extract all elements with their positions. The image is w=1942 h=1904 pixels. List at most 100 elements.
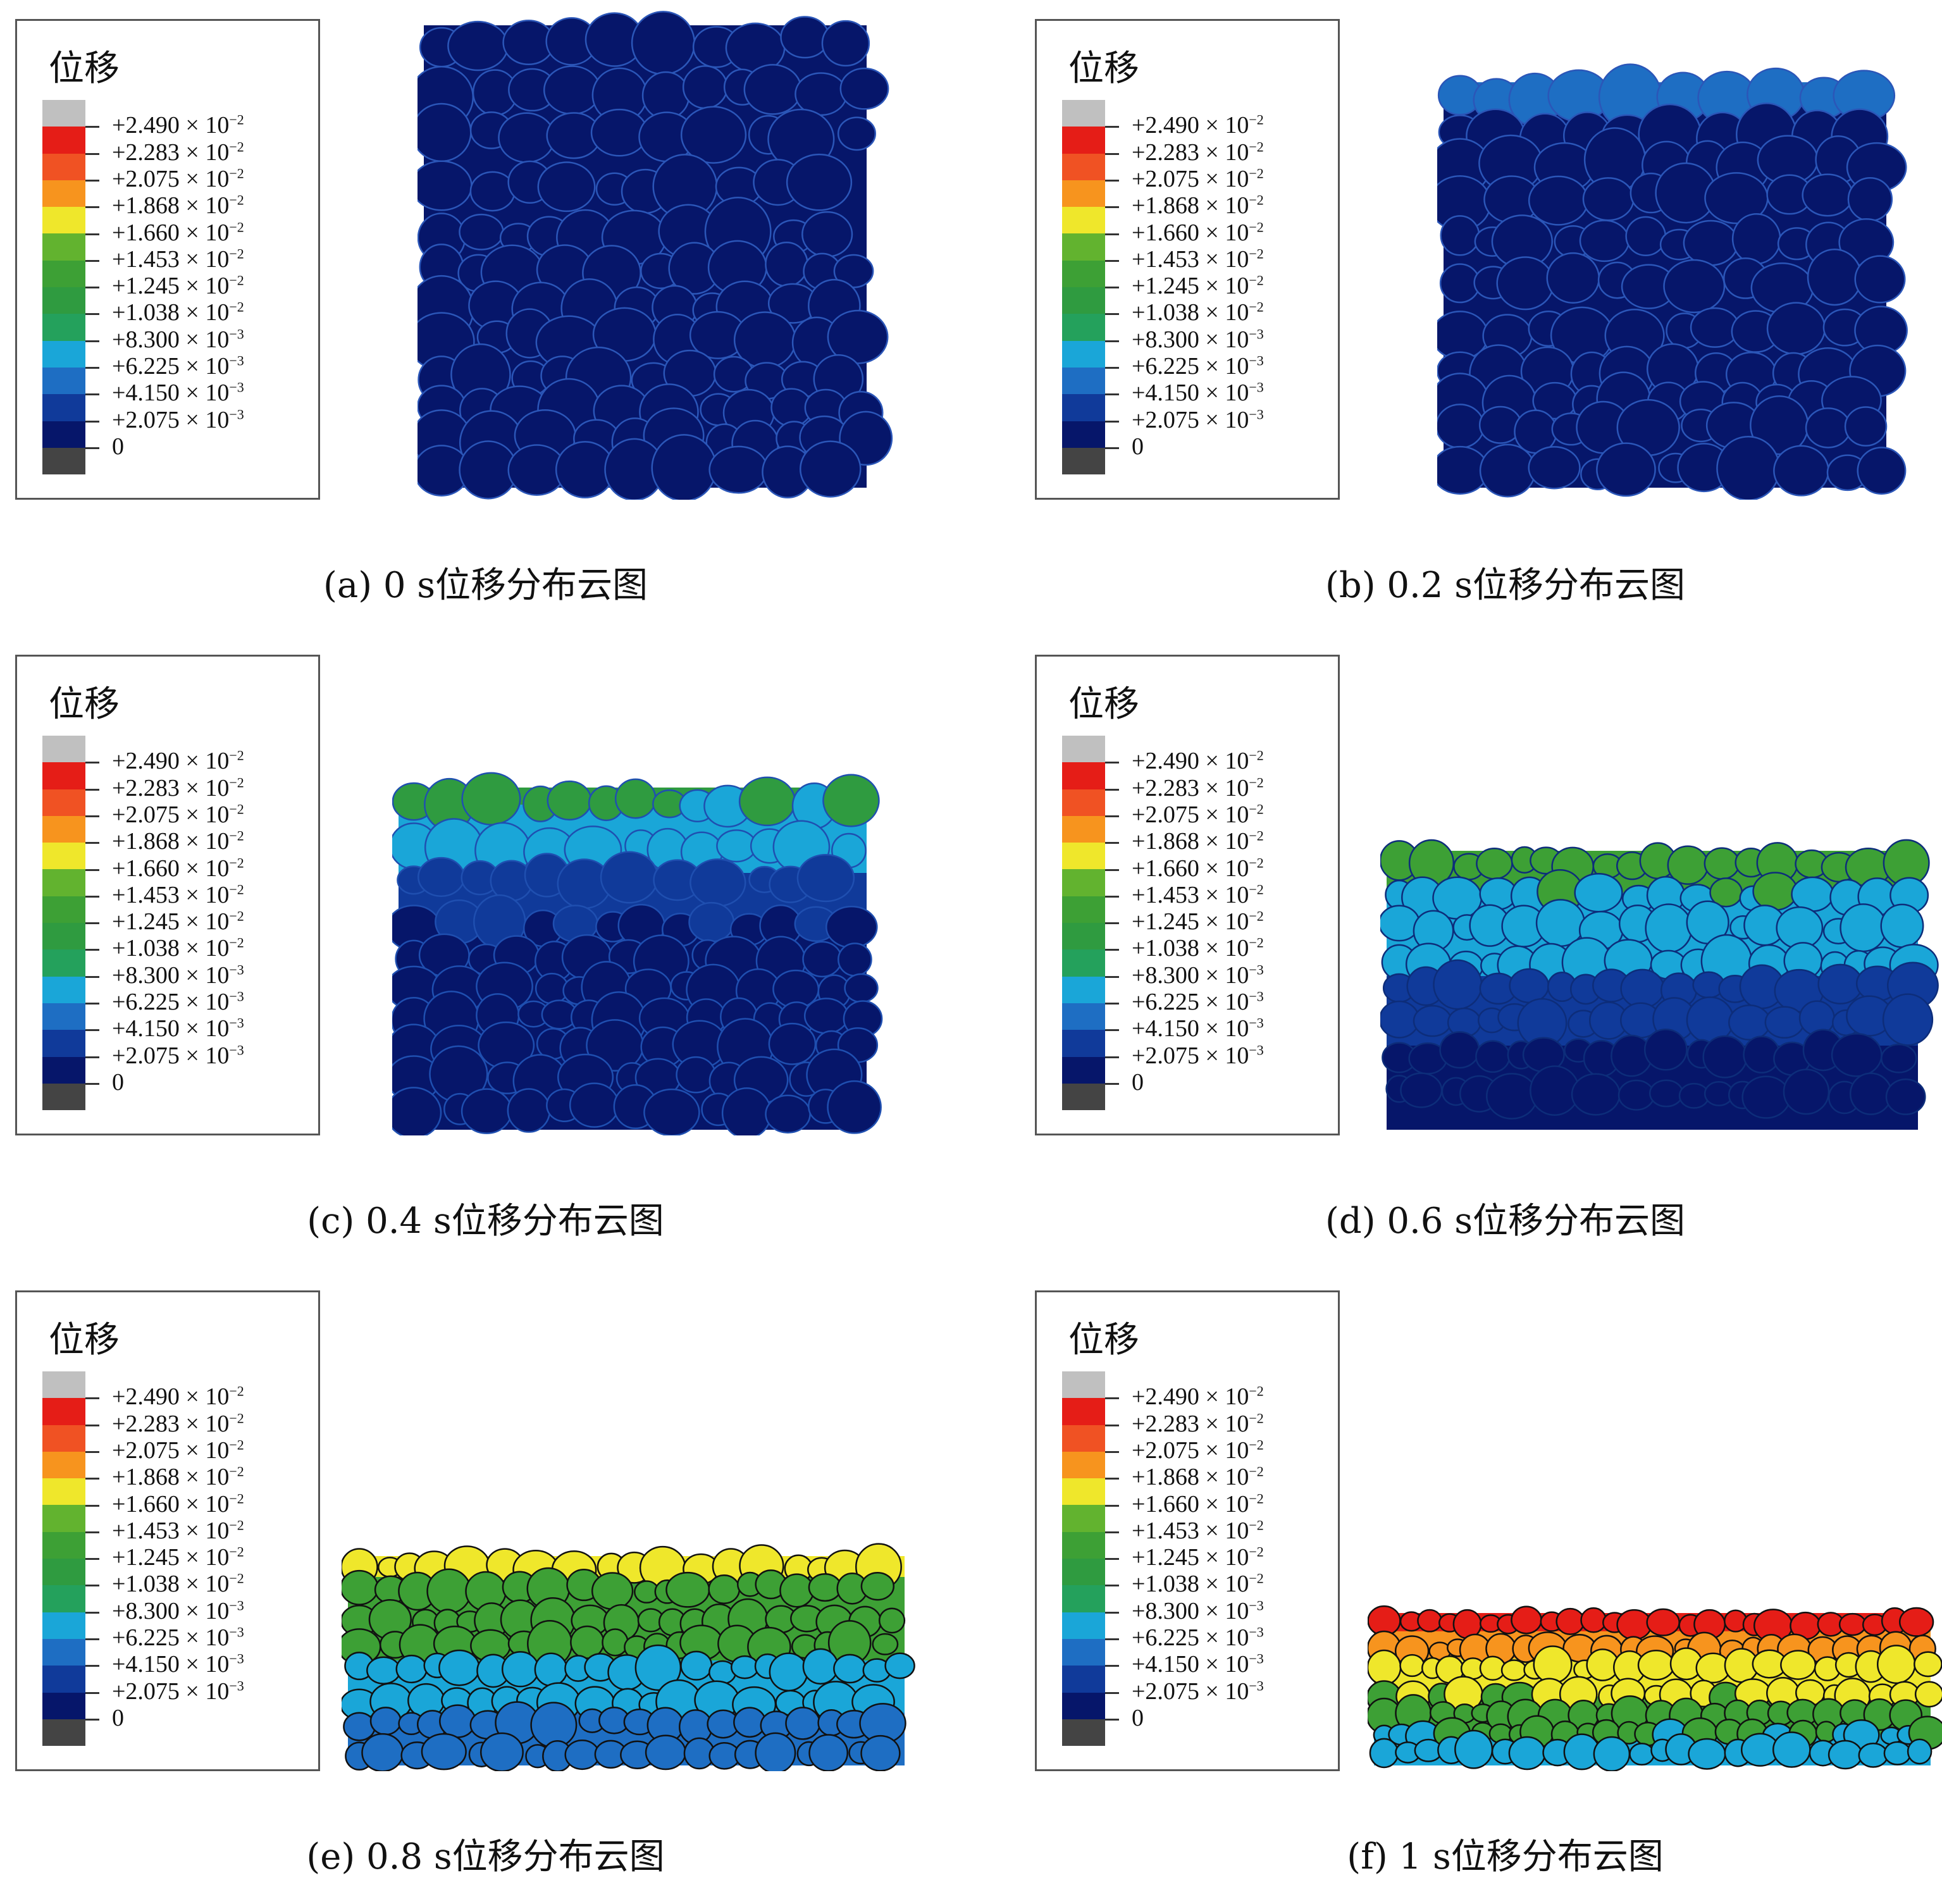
particle: [1380, 1000, 1420, 1039]
color-segment: [42, 421, 85, 448]
legend-label-mantissa: +2.075 × 10: [112, 801, 230, 828]
legend-label-mantissa: +1.245 × 10: [1132, 908, 1249, 936]
legend-label-mantissa: +2.075 × 10: [1132, 1437, 1249, 1464]
particle: [602, 1628, 629, 1657]
particle: [1511, 1605, 1542, 1635]
particle: [708, 1574, 741, 1605]
panel-b: 位移 +2.490 × 10−2 +2.283 × 10−2 +2.075 × 10−…: [1020, 0, 1942, 633]
color-segment: [42, 1585, 85, 1612]
legend-label-exponent: −3: [229, 961, 244, 978]
legend-label-exponent: −2: [1249, 245, 1264, 262]
simulation-image: [417, 11, 893, 500]
legend-label: +1.038 × 10−2: [112, 934, 244, 962]
legend-label-exponent: −2: [229, 272, 244, 288]
legend-label-mantissa: +2.283 × 10: [1132, 139, 1249, 166]
legend-label: +2.075 × 10−3: [1132, 1042, 1264, 1070]
particle: [498, 112, 555, 163]
particle: [631, 11, 696, 75]
legend-label-exponent: −2: [229, 1437, 244, 1453]
legend-label: +6.225 × 10−3: [112, 1624, 244, 1652]
legend-label-mantissa: +2.490 × 10: [1132, 748, 1249, 775]
particle: [680, 1650, 713, 1681]
legend-label: +4.150 × 10−3: [1132, 1650, 1264, 1678]
particle: [1596, 442, 1656, 497]
legend-label-mantissa: +1.453 × 10: [112, 1517, 230, 1544]
legend-tick: [1105, 815, 1119, 817]
legend-tick: [85, 1718, 99, 1721]
color-segment: [42, 447, 85, 475]
legend-label: +1.245 × 10−2: [112, 1543, 244, 1571]
legend-tick: [85, 1585, 99, 1587]
legend-title: 位移: [1068, 684, 1139, 725]
legend-label: +2.283 × 10−2: [1132, 139, 1264, 166]
legend-label: 0: [1132, 1704, 1144, 1732]
legend-tick: [85, 1056, 99, 1058]
legend-tick: [1105, 1665, 1119, 1667]
particle: [1528, 175, 1589, 226]
legend-label: +1.453 × 10−2: [1132, 881, 1264, 909]
particle: [1764, 1006, 1805, 1039]
legend-label: +1.660 × 10−2: [112, 1490, 244, 1518]
particle: [1509, 968, 1550, 1004]
color-segment: [1062, 1531, 1105, 1559]
color-segment: [1062, 1612, 1105, 1639]
particle: [1766, 302, 1826, 355]
legend-label: +2.075 × 10−3: [1132, 406, 1264, 434]
legend-label: +2.075 × 10−2: [112, 165, 244, 193]
legend-label-exponent: −2: [229, 165, 244, 182]
legend-label-exponent: −2: [1249, 1383, 1264, 1399]
legend-label-exponent: −3: [1249, 1597, 1264, 1614]
particle: [1476, 848, 1513, 880]
legend-label-exponent: −2: [229, 1490, 244, 1506]
color-segment: [1062, 1505, 1105, 1532]
legend-label-mantissa: +8.300 × 10: [112, 326, 230, 353]
legend-label-mantissa: +8.300 × 10: [1132, 326, 1249, 353]
panel-f: 位移 +2.490 × 10−2 +2.283 × 10−2 +2.075 × 10−…: [1020, 1271, 1942, 1904]
legend-tick: [1105, 842, 1119, 844]
legend-label: +4.150 × 10−3: [112, 379, 244, 407]
particle: [716, 829, 757, 863]
legend-label-mantissa: +2.075 × 10: [1132, 165, 1249, 192]
legend-label-mantissa: +8.300 × 10: [112, 961, 230, 989]
particle: [645, 1734, 686, 1771]
particle: [459, 213, 504, 250]
legend-tick: [85, 1003, 99, 1005]
legend-label: +2.490 × 10−2: [112, 111, 244, 139]
legend-label-mantissa: +1.660 × 10: [1132, 855, 1249, 882]
color-segment: [1062, 421, 1105, 448]
legend-label: +2.490 × 10−2: [1132, 747, 1264, 775]
legend-tick: [1105, 949, 1119, 951]
particle: [421, 1733, 467, 1771]
particle: [439, 1704, 476, 1738]
color-segment: [42, 1666, 85, 1693]
particle: [755, 1732, 796, 1771]
color-segment: [42, 207, 85, 234]
legend-tick: [1105, 233, 1119, 235]
legend-label-exponent: −2: [1249, 801, 1264, 817]
legend-label: +2.283 × 10−2: [112, 774, 244, 802]
particle: [501, 1651, 540, 1688]
legend-label-mantissa: +1.038 × 10: [112, 299, 230, 326]
particle: [1683, 219, 1739, 266]
legend-tick: [1105, 126, 1119, 128]
caption: (d) 0.6 s位移分布云图: [1325, 1201, 1685, 1242]
color-segment: [1062, 1425, 1105, 1452]
particle: [1528, 446, 1581, 490]
particle: [417, 856, 465, 897]
particle: [1857, 447, 1907, 495]
legend-label: +1.453 × 10−2: [1132, 245, 1264, 273]
legend-label-exponent: −2: [1249, 272, 1264, 288]
color-segment: [42, 949, 85, 977]
legend-label-mantissa: 0: [1132, 433, 1144, 460]
particle: [543, 65, 601, 115]
color-segment: [1062, 1451, 1105, 1479]
color-segment: [42, 1003, 85, 1030]
legend-label: +4.150 × 10−3: [112, 1650, 244, 1678]
particle: [1882, 993, 1934, 1046]
legend-label: +6.225 × 10−3: [1132, 988, 1264, 1016]
legend-tick: [1105, 447, 1119, 449]
legend-label-exponent: −2: [1249, 774, 1264, 790]
legend-label-exponent: −2: [229, 934, 244, 951]
color-bar: [42, 1371, 85, 1746]
legend-tick: [85, 313, 99, 316]
